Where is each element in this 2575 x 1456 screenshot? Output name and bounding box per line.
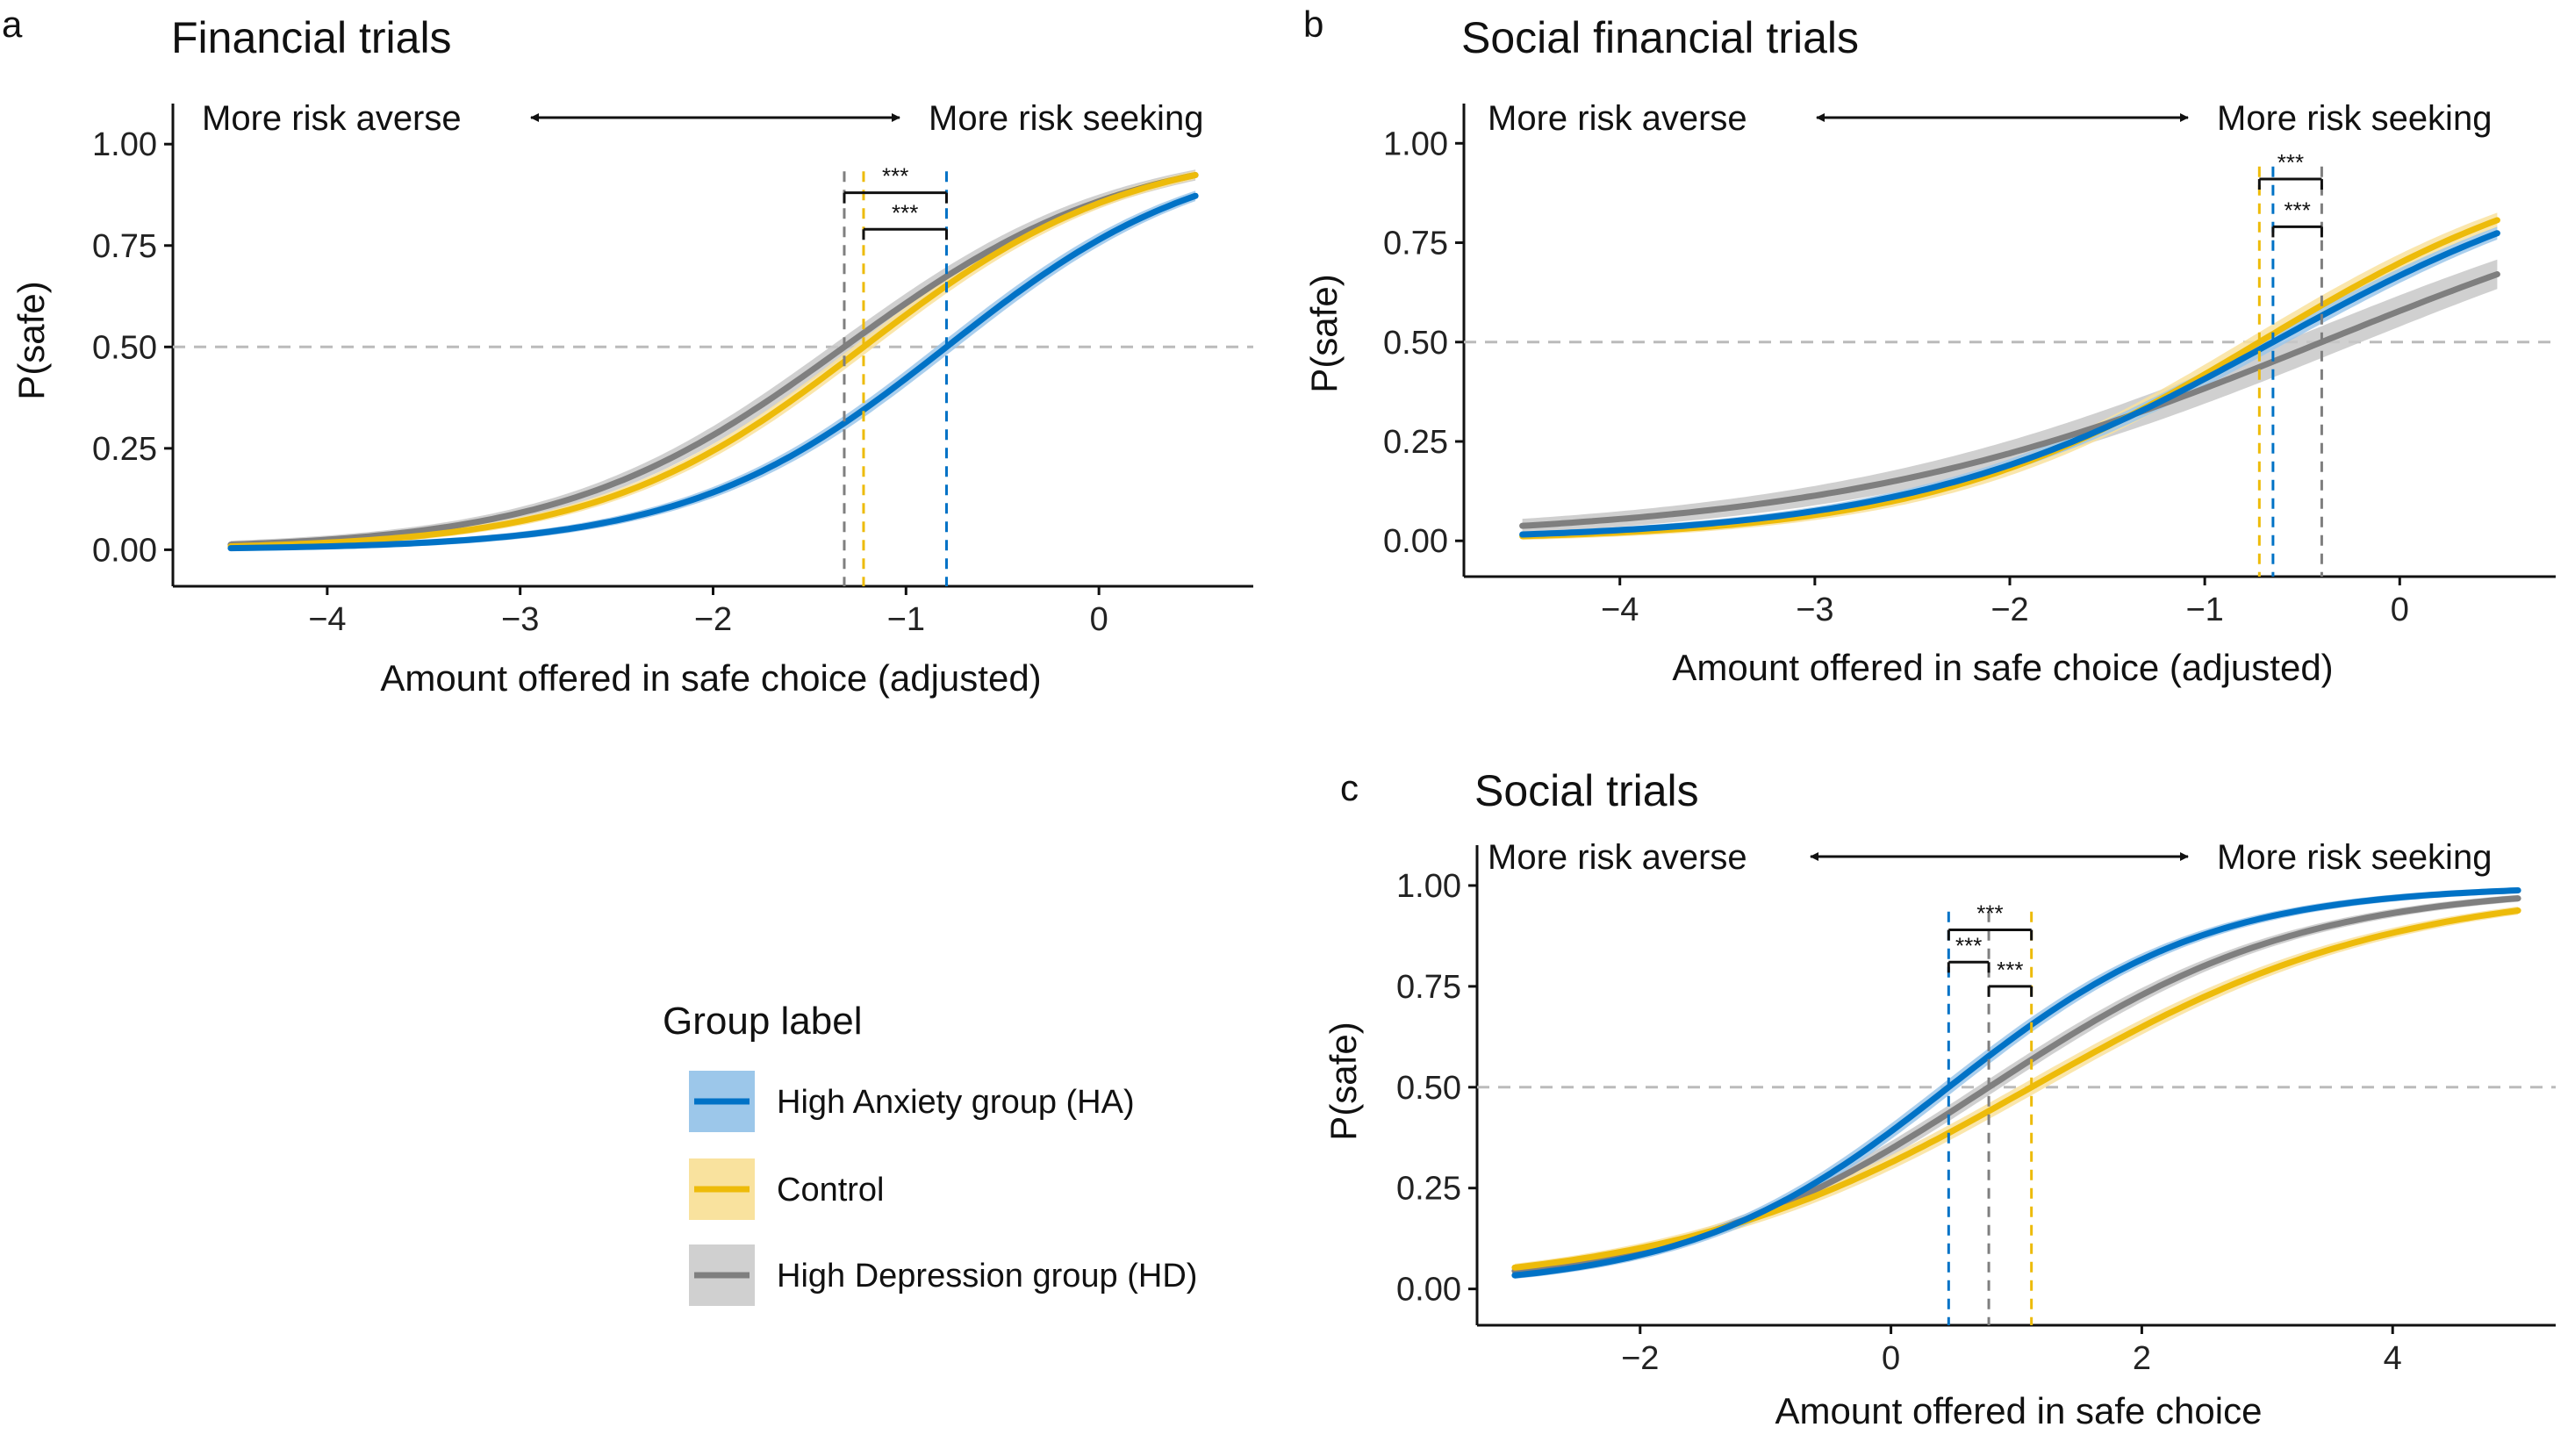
significance-bracket: *** [1947,932,1990,973]
x-tick-label: −4 [1601,592,1639,628]
legend-item-high-depression: High Depression group (HD) [689,1244,1197,1306]
legend-label: High Anxiety group (HA) [777,1084,1135,1121]
y-tick-label: 0.75 [1383,226,1448,262]
significance-label: *** [892,199,918,226]
direction-label-left: More risk averse [1488,838,1747,877]
significance-label: *** [1955,932,1982,958]
series-lines [1519,217,2500,540]
y-tick-label: 0.25 [1396,1171,1461,1208]
plot-area: 0.00 0.25 0.50 0.75 1.00 −4 −3 −2 −1 0 *** *** [1383,104,2556,628]
x-tick-label: −1 [2185,592,2223,628]
series-line-high-anxiety-group-ha [1511,887,2521,1279]
significance-label: *** [1997,957,2023,983]
x-tick-label: −2 [1621,1340,1659,1377]
panel-social-financial-trials: b Social financial trials More risk aver… [1303,4,2556,688]
confidence-bands [1522,212,2498,541]
legend: Group label High Anxiety group (HA) Cont… [663,1000,1197,1306]
y-tick-label: 0.75 [1396,969,1461,1006]
x-tick-label: −4 [308,601,346,638]
y-axis-title: P(safe) [1303,274,1345,392]
confidence-band-control [1514,906,2519,1272]
x-tick-label: 0 [1882,1340,1900,1377]
confidence-band-high-anxiety-group-ha [1522,226,2498,538]
y-tick-label: 0.00 [1396,1272,1461,1309]
direction-label-right: More risk seeking [2217,99,2492,138]
x-axis-title: Amount offered in safe choice (adjusted) [380,657,1041,699]
series-lines [227,172,1199,552]
significance-bracket: *** [1987,957,2033,997]
confidence-bands [230,169,1196,551]
panel-title: Financial trials [171,13,452,62]
x-tick-label: 4 [2384,1340,2402,1377]
y-tick-label: 0.00 [92,532,157,569]
panel-title: Social trials [1474,766,1699,815]
direction-label-right: More risk seeking [2217,838,2492,877]
significance-bracket: *** [862,199,948,240]
series-line-high-depression-group-hd [227,172,1199,549]
confidence-band-control [230,170,1196,549]
series-line-control [1511,907,2521,1271]
legend-label: Control [777,1172,885,1209]
legend-item-high-anxiety: High Anxiety group (HA) [689,1071,1135,1132]
confidence-band-high-anxiety-group-ha [1514,887,2519,1280]
x-tick-label: −2 [1990,592,2028,628]
confidence-band-high-anxiety-group-ha [230,190,1196,551]
panel-letter: a [2,4,23,45]
y-tick-label: 0.75 [92,228,157,265]
y-tick-label: 0.50 [92,329,157,366]
series-line-high-depression-group-hd [1511,895,2521,1274]
series-line-high-anxiety-group-ha [227,192,1199,552]
direction-label-left: More risk averse [1488,99,1747,138]
significance-bracket: *** [2271,197,2323,238]
series-line-high-anxiety-group-ha [1519,230,2500,538]
x-axis-title: Amount offered in safe choice [1775,1390,2263,1431]
plot-area: 0.00 0.25 0.50 0.75 1.00 −4 −3 −2 −1 0 *** *** [92,104,1253,638]
series-line-control [227,172,1199,549]
confidence-band-high-depression-group-hd [1514,894,2519,1275]
series-lines [1511,887,2521,1279]
direction-label-right: More risk seeking [929,99,1203,138]
significance-bracket: *** [1947,900,2033,941]
y-tick-label: 1.00 [1396,868,1461,905]
significance-label: *** [1976,900,2003,927]
panel-letter: b [1303,4,1323,45]
y-tick-label: 0.25 [92,431,157,468]
y-tick-label: 0.25 [1383,424,1448,461]
panel-financial-trials: a Financial trials More risk averse More… [2,4,1253,699]
x-tick-label: −3 [501,601,539,638]
panel-title: Social financial trials [1461,13,1859,62]
confidence-band-control [1522,212,2498,541]
x-axis-title: Amount offered in safe choice (adjusted) [1672,647,2333,688]
panel-social-trials: c Social trials More risk averse More ri… [1323,766,2556,1431]
y-tick-label: 0.50 [1383,325,1448,362]
significance-bracket: *** [2257,149,2323,190]
confidence-band-high-depression-group-hd [230,169,1196,549]
significance-label: *** [2284,197,2310,223]
significance-label: *** [2277,149,2304,176]
y-tick-label: 1.00 [1383,126,1448,162]
x-tick-label: 0 [2391,592,2409,628]
legend-item-control: Control [689,1158,885,1220]
y-tick-label: 0.50 [1396,1070,1461,1107]
legend-title: Group label [663,1000,862,1043]
y-tick-label: 0.00 [1383,523,1448,560]
y-axis-title: P(safe) [1323,1022,1364,1140]
x-tick-label: 0 [1090,601,1108,638]
x-tick-label: −1 [887,601,925,638]
y-tick-label: 1.00 [92,126,157,163]
x-tick-label: −3 [1796,592,1833,628]
x-tick-label: −2 [694,601,732,638]
legend-label: High Depression group (HD) [777,1258,1197,1295]
significance-label: *** [882,163,908,190]
significance-bracket: *** [843,163,948,204]
y-axis-title: P(safe) [11,281,52,399]
panel-letter: c [1340,767,1359,808]
series-line-high-depression-group-hd [1519,271,2500,529]
direction-label-left: More risk averse [202,99,462,138]
series-line-control [1519,217,2500,540]
confidence-bands [1514,887,2519,1280]
plot-area: 0.00 0.25 0.50 0.75 1.00 −2 0 2 4 *** *** *** [1396,845,2556,1377]
x-tick-label: 2 [2133,1340,2151,1377]
